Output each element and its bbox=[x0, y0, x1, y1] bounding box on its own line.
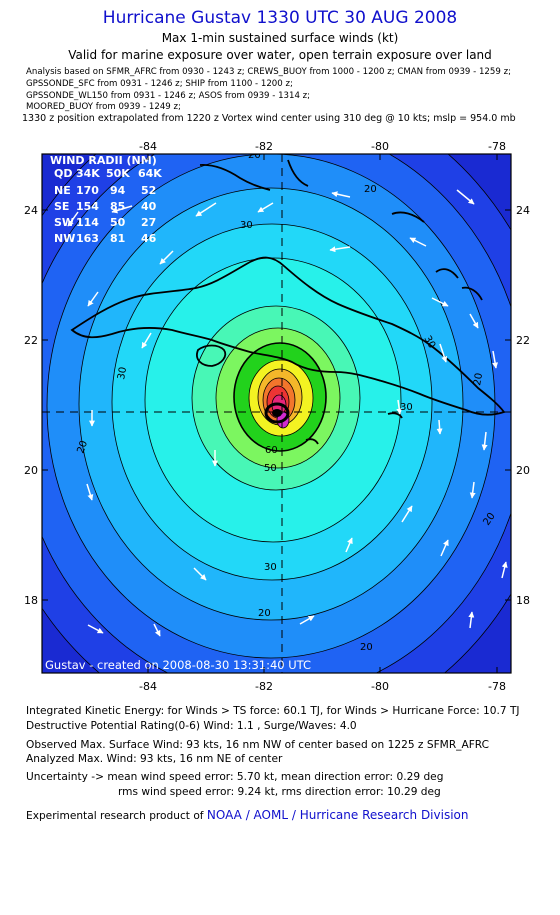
lon-tick-label: -78 bbox=[488, 680, 506, 693]
lat-tick-label: 22 bbox=[24, 334, 38, 347]
longitude-labels-bottom: -84 -82 -80 -78 bbox=[139, 680, 506, 693]
lat-tick-label: 18 bbox=[516, 594, 530, 607]
lon-tick-label: -78 bbox=[488, 140, 506, 153]
contour-label: 30 bbox=[240, 220, 253, 231]
contour-label: 20 bbox=[75, 439, 90, 455]
cuba-outline bbox=[70, 256, 506, 416]
contour-label: 20 bbox=[258, 608, 271, 619]
page-title: Hurricane Gustav 1330 UTC 30 AUG 2008 bbox=[102, 8, 458, 28]
lon-tick-label: -82 bbox=[255, 680, 273, 693]
lon-tick-label: -84 bbox=[139, 680, 157, 693]
observed-max-wind: Observed Max. Surface Wind: 93 kts, 16 n… bbox=[26, 739, 490, 751]
wind-radii-table: WIND RADII (NM) QD 34K 50K 64K NE 170 94 52 SE… bbox=[50, 154, 162, 245]
wind-arrow bbox=[86, 483, 94, 501]
wind-radii-row: NW163 81 46 bbox=[54, 232, 157, 245]
wind-arrow bbox=[409, 237, 427, 247]
lon-tick-label: -84 bbox=[139, 140, 157, 153]
wind-arrow bbox=[501, 561, 508, 579]
contour-label: 30 bbox=[400, 402, 413, 413]
map-ticks bbox=[42, 154, 511, 673]
lat-tick-label: 18 bbox=[24, 594, 38, 607]
contour-label: 50 bbox=[264, 463, 277, 474]
wind-arrow bbox=[87, 291, 99, 307]
data-sources-line-4: MOORED_BUOY from 0939 - 1249 z; bbox=[26, 102, 181, 112]
wind-arrow bbox=[468, 611, 475, 629]
wind-arrow bbox=[67, 211, 79, 227]
wind-arrow bbox=[111, 205, 133, 214]
lat-tick-label: 22 bbox=[516, 334, 530, 347]
contour-label: 60 bbox=[265, 445, 278, 456]
wind-arrow bbox=[469, 481, 476, 499]
latitude-labels-right: 24 22 20 18 bbox=[516, 204, 530, 607]
credit-line: Experimental research product of NOAA / … bbox=[26, 808, 468, 822]
wind-arrow bbox=[87, 624, 104, 634]
wind-arrow bbox=[436, 419, 443, 435]
isla-de-la-juventud-outline bbox=[196, 344, 227, 367]
wind-arrow bbox=[492, 350, 499, 369]
wind-arrow bbox=[481, 431, 488, 451]
wind-radii-row: NE 170 94 52 bbox=[54, 184, 156, 197]
lat-tick-label: 20 bbox=[516, 464, 530, 477]
wind-arrow bbox=[329, 246, 351, 253]
wind-arrow bbox=[299, 615, 315, 625]
ike-line: Integrated Kinetic Energy: for Winds > T… bbox=[26, 705, 520, 717]
wind-radii-row: SE 154 85 40 bbox=[54, 200, 157, 213]
credit-prefix: Experimental research product of bbox=[26, 810, 204, 822]
longitude-labels-top: -84 -82 -80 -78 bbox=[139, 140, 506, 153]
data-sources-line-3: GPSSONDE_WL150 from 0931 - 1246 z; ASOS … bbox=[26, 91, 311, 101]
contour-labels: 20 30 20 30 20 30 50 60 30 20 20 20 30 2… bbox=[75, 150, 497, 653]
bahamas-outline bbox=[391, 211, 483, 301]
wind-arrow bbox=[331, 191, 351, 198]
hrd-credit-link[interactable]: NOAA / AOML / Hurricane Research Divisio… bbox=[206, 808, 469, 822]
contour-label: 30 bbox=[264, 562, 277, 573]
wind-vectors bbox=[67, 189, 508, 637]
subtitle-exposure: Valid for marine exposure over water, op… bbox=[68, 48, 492, 62]
uncertainty-line-1: Uncertainty -> mean wind speed error: 5.… bbox=[26, 771, 444, 783]
map-frame bbox=[41, 153, 512, 674]
contour-label: 30 bbox=[116, 366, 129, 380]
wind-arrow bbox=[401, 505, 413, 523]
wind-arrow bbox=[440, 539, 449, 557]
wind-analysis-map: 20 30 20 30 20 30 50 60 30 20 20 20 30 2… bbox=[24, 140, 530, 693]
contour-label: 20 bbox=[364, 184, 377, 195]
created-label: Gustav - created on 2008-08-30 13:31:40 … bbox=[45, 658, 311, 672]
storm-center-marker bbox=[264, 402, 290, 424]
data-sources-line-2: GPSSONDE_SFC from 0931 - 1246 z; SHIP fr… bbox=[26, 79, 293, 89]
wind-arrow bbox=[195, 202, 217, 217]
wind-arrow bbox=[345, 537, 353, 553]
wind-radii-header: QD 34K 50K 64K bbox=[54, 167, 162, 180]
lon-tick-label: -80 bbox=[371, 140, 389, 153]
analyzed-max-wind: Analyzed Max. Wind: 93 kts, 16 nm NE of … bbox=[26, 753, 283, 765]
wind-arrow bbox=[456, 189, 475, 205]
contour-label: 20 bbox=[472, 372, 485, 386]
lat-tick-label: 24 bbox=[516, 204, 530, 217]
wind-arrow bbox=[257, 202, 274, 213]
contour-label: 20 bbox=[248, 150, 261, 161]
lat-tick-label: 20 bbox=[24, 464, 38, 477]
wind-radii-title: WIND RADII (NM) bbox=[50, 154, 157, 167]
uncertainty-line-2: rms wind speed error: 9.24 kt, rms direc… bbox=[118, 786, 441, 798]
wind-arrow bbox=[469, 313, 479, 329]
wind-arrow bbox=[431, 297, 449, 307]
dpr-line: Destructive Potential Rating(0-6) Wind: … bbox=[26, 720, 357, 732]
center-position-note: 1330 z position extrapolated from 1220 z… bbox=[22, 113, 516, 124]
wind-arrow bbox=[193, 567, 207, 581]
wind-arrow bbox=[439, 343, 448, 363]
wind-arrow bbox=[153, 623, 161, 637]
florida-keys-outline bbox=[199, 159, 309, 191]
wind-radii-row: SW 114 50 27 bbox=[54, 216, 156, 229]
wind-arrow bbox=[141, 332, 152, 349]
latitude-labels-left: 24 22 20 18 bbox=[24, 204, 38, 607]
wind-speed-bands bbox=[42, 154, 511, 673]
wind-arrow bbox=[159, 250, 174, 265]
data-sources-line-1: Analysis based on SFMR_AFRC from 0930 - … bbox=[26, 67, 511, 77]
lon-tick-label: -82 bbox=[255, 140, 273, 153]
lon-tick-label: -80 bbox=[371, 680, 389, 693]
wind-arrow bbox=[396, 399, 403, 415]
lat-tick-label: 24 bbox=[24, 204, 38, 217]
subtitle-wind-definition: Max 1-min sustained surface winds (kt) bbox=[161, 31, 399, 45]
contour-label: 20 bbox=[360, 642, 373, 653]
